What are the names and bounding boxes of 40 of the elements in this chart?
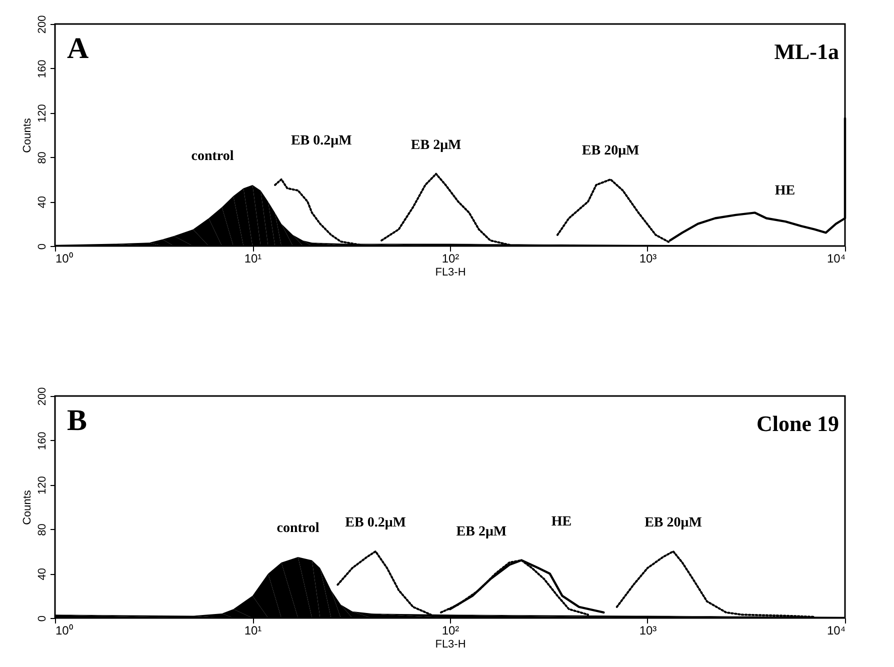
- x-tick-label: 10²: [442, 624, 460, 638]
- text: EB 20μM: [582, 143, 640, 158]
- series-label: control: [276, 520, 320, 536]
- x-axis-title: FL3-H: [435, 266, 466, 278]
- series-label: control: [191, 148, 234, 164]
- y-tick-label: 0: [36, 615, 48, 622]
- annotation: ML-1a: [774, 39, 839, 64]
- text: EB 0.2μM: [345, 515, 406, 530]
- x-tick-label: 10³: [639, 252, 657, 266]
- y-tick-label: 200: [36, 387, 48, 406]
- y-tick-label: 160: [36, 60, 48, 78]
- x-tick-label: 10⁴: [826, 252, 846, 266]
- text: EB 2μM: [410, 138, 462, 153]
- annotation: B: [67, 404, 88, 437]
- y-axis-title: Counts: [22, 118, 34, 153]
- y-tick-label: 80: [36, 524, 48, 536]
- text: EB 0.2μM: [290, 133, 352, 148]
- x-tick-label: 10¹: [244, 624, 262, 638]
- y-tick-label: 200: [36, 15, 48, 34]
- y-tick-label: 80: [36, 152, 48, 164]
- x-tick-label: 10⁰: [56, 252, 73, 266]
- x-tick-label: 10²: [442, 252, 460, 266]
- x-tick-label: 10⁴: [826, 624, 846, 638]
- x-tick-label: 10³: [639, 624, 657, 638]
- y-tick-label: 0: [36, 243, 48, 250]
- annotation: A: [67, 32, 89, 65]
- x-axis-title: FL3-H: [435, 638, 466, 650]
- y-tick-label: 120: [36, 476, 48, 494]
- text: HE: [551, 514, 572, 530]
- y-tick-label: 40: [36, 568, 48, 580]
- y-tick-label: 160: [36, 432, 48, 450]
- series-label: EB 2μM: [456, 524, 507, 540]
- y-tick-label: 40: [36, 196, 48, 208]
- x-tick-label: 10¹: [244, 252, 262, 266]
- annotation: Clone 19: [756, 411, 839, 436]
- series-label: HE: [774, 183, 796, 198]
- text: EB 20μM: [644, 515, 702, 530]
- y-tick-label: 120: [36, 104, 48, 122]
- y-axis-title: Counts: [22, 490, 34, 525]
- x-tick-label: 10⁰: [56, 624, 73, 638]
